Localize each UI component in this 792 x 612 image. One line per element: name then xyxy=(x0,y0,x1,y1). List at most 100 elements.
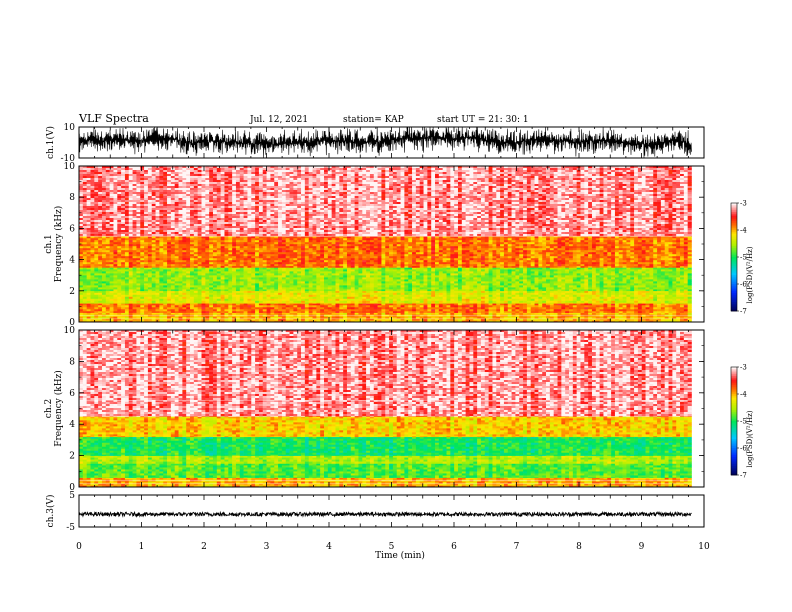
y-tick-label: 10 xyxy=(64,326,76,336)
colorbar-cell xyxy=(731,204,737,207)
colorbar-cell xyxy=(731,271,737,274)
colorbar-cell xyxy=(731,455,737,458)
ch1-waveform-trace xyxy=(78,126,692,158)
colorbar-cell xyxy=(731,298,737,301)
colorbar-cell xyxy=(731,307,737,310)
colorbar-cell xyxy=(731,376,737,379)
colorbar-cell xyxy=(731,386,737,389)
colorbar-cell xyxy=(731,289,737,292)
colorbar-cell xyxy=(731,471,737,474)
colorbar-cell xyxy=(731,417,737,420)
colorbar-cell xyxy=(731,260,737,263)
colorbar-cell xyxy=(731,381,737,384)
colorbar-cell xyxy=(731,467,737,470)
y-tick-label: -5 xyxy=(66,523,75,533)
colorbar-cell xyxy=(731,390,737,393)
colorbar-tick-label: -4 xyxy=(740,391,747,399)
colorbar-cell xyxy=(731,392,737,395)
x-tick-label: 3 xyxy=(264,542,270,552)
colorbar-cell xyxy=(731,215,737,218)
y-tick-label: 8 xyxy=(69,357,75,367)
time-axis: 0 1 2 3 4 5 6 7 8 9 10 xyxy=(76,542,710,552)
colorbar-cell xyxy=(731,273,737,276)
y-tick-label: 6 xyxy=(69,389,75,399)
ch2-spectrogram-image xyxy=(79,330,692,488)
colorbar-cell xyxy=(731,302,737,305)
colorbar-cell xyxy=(731,388,737,391)
colorbar-cell xyxy=(731,210,737,213)
colorbar-cell xyxy=(731,233,737,236)
colorbar-cell xyxy=(731,440,737,443)
colorbar-cell xyxy=(731,221,737,224)
colorbar-cell xyxy=(731,449,737,452)
colorbar-cell xyxy=(731,401,737,404)
colorbar-cell xyxy=(731,305,737,308)
colorbar-cell xyxy=(731,379,737,382)
colorbar-cell xyxy=(731,415,737,418)
colorbar-cell xyxy=(731,303,737,306)
colorbar-cell xyxy=(731,269,737,272)
colorbar-cell xyxy=(731,284,737,287)
colorbar-cell xyxy=(731,448,737,451)
ch3-waveform-panel: 5 -5 ch.3(V) xyxy=(45,491,705,533)
colorbar-cell xyxy=(731,240,737,243)
y-tick-label: 4 xyxy=(69,256,75,266)
x-tick-label: 5 xyxy=(389,542,395,552)
colorbar-cell xyxy=(731,278,737,281)
colorbar-cell xyxy=(731,466,737,469)
y-tick-label: 0 xyxy=(69,318,75,328)
colorbar-cell xyxy=(731,258,737,261)
colorbar-cell xyxy=(731,248,737,251)
colorbar-cell xyxy=(731,264,737,267)
time-axis-label: Time (min) xyxy=(375,550,425,561)
y-tick-label: 10 xyxy=(64,162,76,172)
colorbar-cell xyxy=(731,413,737,416)
x-tick-label: 4 xyxy=(326,542,332,552)
colorbar-cell xyxy=(731,464,737,467)
colorbar-cell xyxy=(731,276,737,279)
colorbar-cell xyxy=(731,244,737,247)
y-tick-label: 10 xyxy=(64,123,76,133)
colorbar-cell xyxy=(731,374,737,377)
colorbar-cell xyxy=(731,287,737,290)
colorbar-cell xyxy=(731,458,737,461)
x-tick-label: 2 xyxy=(201,542,207,552)
colorbar-cell xyxy=(731,206,737,209)
colorbar-cell xyxy=(731,435,737,438)
colorbar-cell xyxy=(731,266,737,269)
colorbar-cell xyxy=(731,300,737,303)
colorbar-cell xyxy=(731,421,737,424)
colorbar-cell xyxy=(731,249,737,252)
station-label: station= KAP xyxy=(343,115,404,125)
colorbar-cell xyxy=(731,473,737,476)
x-tick-label: 8 xyxy=(576,542,582,552)
colorbar-cell xyxy=(731,267,737,270)
colorbar-cell xyxy=(731,309,737,312)
colorbar-cell xyxy=(731,280,737,283)
y-axis-label: ch.2Frequency (kHz) xyxy=(44,370,64,447)
colorbar-tick-label: -3 xyxy=(740,364,747,372)
y-tick-label: 0 xyxy=(69,483,75,493)
colorbar-cell xyxy=(731,275,737,278)
colorbar-cell xyxy=(731,235,737,238)
colorbar-cell xyxy=(731,367,737,370)
x-tick-label: 10 xyxy=(698,542,710,552)
colorbar-cell xyxy=(731,294,737,297)
colorbar-cell xyxy=(731,213,737,216)
colorbar-cell xyxy=(731,462,737,465)
colorbar-cell xyxy=(731,422,737,425)
colorbar-cell xyxy=(731,424,737,427)
start-time-label: start UT = 21: 30: 1 xyxy=(437,115,529,125)
y-axis-label: ch.3(V) xyxy=(45,495,56,528)
colorbar-cell xyxy=(731,251,737,254)
colorbar-cell xyxy=(731,257,737,260)
colorbar-cell xyxy=(731,410,737,413)
y-tick-label: 4 xyxy=(69,420,75,430)
colorbar-cell xyxy=(731,239,737,242)
y-tick-label: 2 xyxy=(69,452,75,462)
colorbar-cell xyxy=(731,460,737,463)
colorbar-cell xyxy=(731,296,737,299)
colorbar-cell xyxy=(731,231,737,234)
colorbar-cell xyxy=(731,377,737,380)
